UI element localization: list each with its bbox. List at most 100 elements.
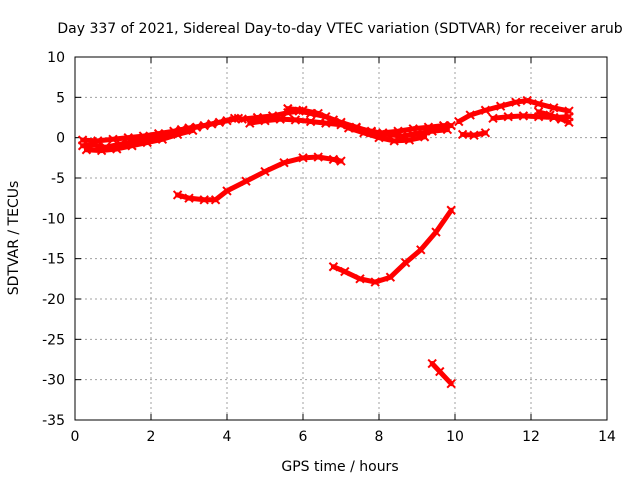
data-point	[96, 145, 107, 156]
data-point	[533, 107, 544, 117]
data-point	[480, 128, 491, 138]
tick-labels: 0 2 4 6 8 10 12 14 10 5 0 -5 -10 -15 -20 -25 -30 -35	[42, 50, 616, 445]
data-point	[457, 129, 468, 140]
series-arc-3	[81, 125, 198, 156]
series-arc-6	[283, 103, 430, 146]
data-series	[77, 95, 574, 389]
data-point	[260, 166, 270, 177]
y-tick-label: -30	[42, 373, 65, 389]
series-arc-10	[533, 107, 574, 128]
data-point	[518, 111, 529, 121]
y-tick-label: -15	[42, 252, 65, 268]
data-point	[343, 123, 354, 133]
data-point	[199, 195, 209, 205]
data-point	[138, 131, 149, 141]
y-tick-label: -5	[51, 171, 65, 187]
data-point	[328, 262, 339, 272]
data-point	[480, 105, 491, 115]
data-point	[370, 277, 380, 287]
data-point	[112, 144, 122, 154]
y-tick-label: 0	[56, 131, 65, 147]
data-point	[435, 366, 445, 377]
axis-ticks	[74, 56, 608, 421]
data-point	[488, 113, 498, 124]
series-arc-7	[454, 95, 574, 127]
data-point	[340, 266, 350, 277]
data-point	[545, 110, 555, 120]
data-point	[465, 110, 475, 120]
y-tick-label: 10	[47, 50, 65, 66]
data-point	[469, 130, 479, 140]
data-point	[446, 378, 456, 389]
data-point	[313, 152, 323, 162]
data-point	[442, 124, 453, 135]
data-point	[511, 97, 521, 107]
data-point	[556, 114, 567, 124]
chart-title: Day 337 of 2021, Sidereal Day-to-day VTE…	[57, 21, 622, 37]
series-arc-13	[427, 358, 456, 389]
data-point	[184, 193, 194, 203]
data-point	[503, 111, 513, 122]
data-point	[305, 116, 316, 127]
data-point	[81, 145, 92, 155]
data-point	[495, 101, 506, 111]
data-point	[157, 134, 168, 144]
data-point	[283, 103, 293, 114]
y-tick-label: -35	[42, 413, 65, 429]
series-line	[285, 106, 428, 144]
data-point	[279, 157, 289, 168]
data-point	[142, 137, 152, 148]
data-point	[446, 205, 456, 215]
data-point	[404, 135, 415, 145]
data-point	[427, 358, 437, 369]
series-line	[175, 154, 344, 203]
data-point	[108, 134, 118, 144]
data-point	[400, 257, 411, 268]
data-point	[533, 99, 544, 109]
data-point	[374, 132, 384, 143]
y-tick-label: -20	[42, 292, 65, 308]
data-point	[298, 153, 308, 163]
series-arc-11	[172, 152, 346, 205]
data-point	[127, 141, 137, 151]
data-point	[290, 115, 301, 125]
y-tick-label: 5	[56, 90, 65, 106]
data-point	[199, 120, 209, 131]
x-tick-label: 12	[522, 429, 540, 445]
data-point	[237, 114, 247, 124]
data-point	[355, 274, 365, 284]
x-tick-label: 10	[446, 429, 464, 445]
grid-lines	[75, 57, 607, 420]
data-point	[222, 186, 232, 196]
series-arc-12	[328, 205, 456, 287]
data-point	[522, 95, 532, 106]
x-tick-label: 14	[598, 429, 616, 445]
data-point	[241, 176, 251, 186]
data-point	[275, 114, 285, 124]
data-point	[123, 132, 133, 143]
data-point	[188, 125, 198, 136]
data-point	[564, 117, 574, 128]
data-point	[229, 113, 240, 124]
data-point	[328, 115, 339, 125]
x-axis-label: GPS time / hours	[281, 459, 398, 475]
y-axis-label: SDTVAR / TECUs	[6, 181, 22, 296]
data-point	[359, 128, 369, 138]
series-line	[83, 127, 196, 154]
data-point	[313, 108, 323, 119]
data-point	[172, 190, 183, 200]
data-point	[210, 195, 221, 205]
data-point	[77, 135, 88, 145]
x-tick-label: 8	[375, 429, 384, 445]
data-point	[298, 105, 308, 115]
data-point	[549, 103, 559, 113]
plot-frame	[74, 56, 608, 421]
data-point	[416, 245, 426, 255]
data-point	[419, 132, 430, 142]
x-tick-label: 6	[299, 429, 308, 445]
y-tick-label: -10	[42, 211, 65, 227]
data-point	[153, 128, 164, 139]
data-point	[93, 136, 103, 146]
data-point	[427, 126, 437, 136]
